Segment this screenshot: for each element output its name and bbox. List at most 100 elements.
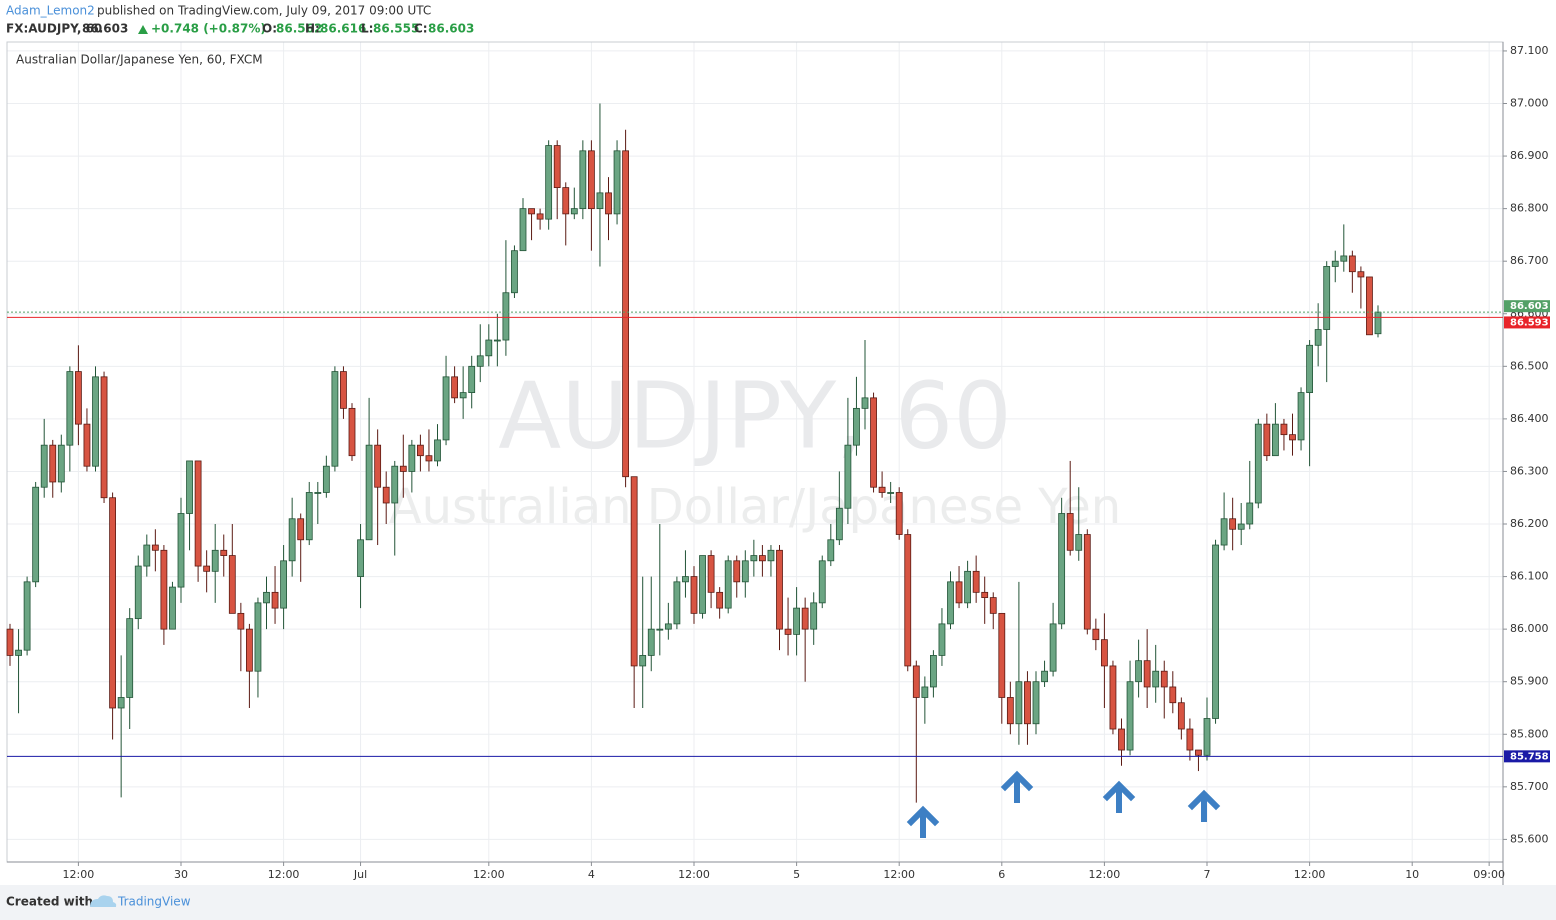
price-label-bg [1504, 300, 1550, 313]
candle-body [1058, 513, 1066, 625]
x-tick-label: 12:00 [883, 868, 915, 881]
y-tick-label: 86.700 [1510, 254, 1549, 267]
candle-body [1092, 628, 1100, 641]
candle-body [340, 371, 347, 409]
candle-body [57, 444, 65, 483]
candle-body [878, 486, 886, 493]
candle-body [519, 208, 527, 252]
candle-body [416, 444, 424, 457]
candle-body [724, 560, 732, 609]
arrows [906, 770, 1221, 838]
candle-body [425, 455, 433, 462]
candle-body [588, 150, 595, 210]
y-tick-label: 86.100 [1510, 570, 1549, 583]
candle-body [964, 570, 971, 604]
candle-body [1280, 423, 1288, 436]
candle-body [391, 465, 399, 504]
candle-body [827, 539, 835, 562]
open-value: 86.562 [276, 22, 322, 36]
candles [6, 103, 1382, 803]
candle-body [1212, 544, 1219, 719]
candle-body [186, 460, 193, 514]
y-tick-label: 86.300 [1510, 464, 1549, 477]
candle-body [1289, 434, 1296, 441]
candle-body [647, 628, 655, 656]
y-tick-label: 87.100 [1510, 44, 1549, 57]
arrow [1102, 780, 1136, 813]
x-tick-label: Jul [353, 868, 367, 881]
last-price: 86.603 [82, 22, 128, 36]
open-label: O: [262, 22, 277, 36]
watermark: AUDJPY, 60 [498, 362, 1011, 469]
candle-body [553, 145, 561, 189]
x-tick-label: 10 [1405, 868, 1419, 881]
candle-body [605, 192, 612, 215]
brand[interactable]: TradingView [117, 895, 191, 909]
candle-body [151, 544, 159, 551]
candle-body [912, 665, 920, 698]
candle-body [1109, 665, 1117, 730]
candle-body [1254, 423, 1262, 504]
candle-body [1169, 686, 1177, 704]
candle-body [989, 597, 997, 614]
candle-body [801, 607, 809, 630]
candle-body [622, 150, 629, 478]
candle-body [921, 686, 929, 698]
candle-body [177, 513, 185, 588]
candle-body [451, 376, 459, 399]
author[interactable]: Adam_Lemon2 [6, 4, 95, 18]
candle-body [100, 376, 108, 499]
candle-body [545, 145, 553, 220]
candle-body [220, 549, 228, 556]
candle-body [143, 544, 151, 567]
candle-body [288, 518, 296, 562]
candle-body [1118, 728, 1125, 751]
candle-body [664, 623, 672, 630]
candle-body [887, 492, 895, 494]
candle-body [776, 549, 783, 630]
candle-body [468, 365, 476, 394]
candle-body [759, 555, 766, 562]
x-tick-label: 09:00 [1473, 868, 1505, 881]
candle-body [1126, 681, 1134, 751]
high-value: 86.616 [320, 22, 366, 36]
candle-body [126, 618, 134, 698]
candle-body [981, 591, 989, 599]
candle-body [297, 518, 305, 541]
logo [90, 895, 117, 907]
candle-body [15, 649, 22, 656]
candle-body [528, 208, 535, 215]
candle-body [1006, 697, 1014, 725]
high-label: H: [305, 22, 320, 36]
candle-body [194, 460, 202, 567]
candle-body [160, 549, 168, 630]
candle-body [263, 591, 270, 604]
candle-body [1374, 311, 1382, 335]
candle-body [6, 628, 14, 656]
candle-body [750, 555, 758, 562]
up-triangle [138, 25, 148, 34]
candle-body [1229, 518, 1237, 530]
x-tick-label: 6 [998, 868, 1005, 881]
candle-body [861, 397, 869, 409]
candle-body [254, 602, 262, 672]
arrow [1000, 770, 1034, 803]
candle-body [40, 444, 48, 488]
chart-title: Australian Dollar/Japanese Yen, 60, FXCM [16, 53, 263, 67]
candle-body [374, 444, 382, 488]
candle-body [673, 581, 681, 625]
candle-body [1306, 344, 1313, 394]
x-tick-label: 30 [174, 868, 188, 881]
candle-body [305, 492, 313, 541]
candle-body [793, 607, 800, 635]
candle-body [32, 486, 40, 583]
candle-body [810, 602, 818, 630]
candle-body [23, 581, 31, 651]
candle-body [66, 371, 74, 446]
y-tick-label: 87.000 [1510, 97, 1549, 110]
candle-body [134, 565, 142, 620]
y-tick-label: 85.800 [1510, 727, 1549, 740]
candle-body [493, 339, 501, 342]
candle-body [1246, 502, 1254, 525]
candle-body [1237, 523, 1245, 530]
